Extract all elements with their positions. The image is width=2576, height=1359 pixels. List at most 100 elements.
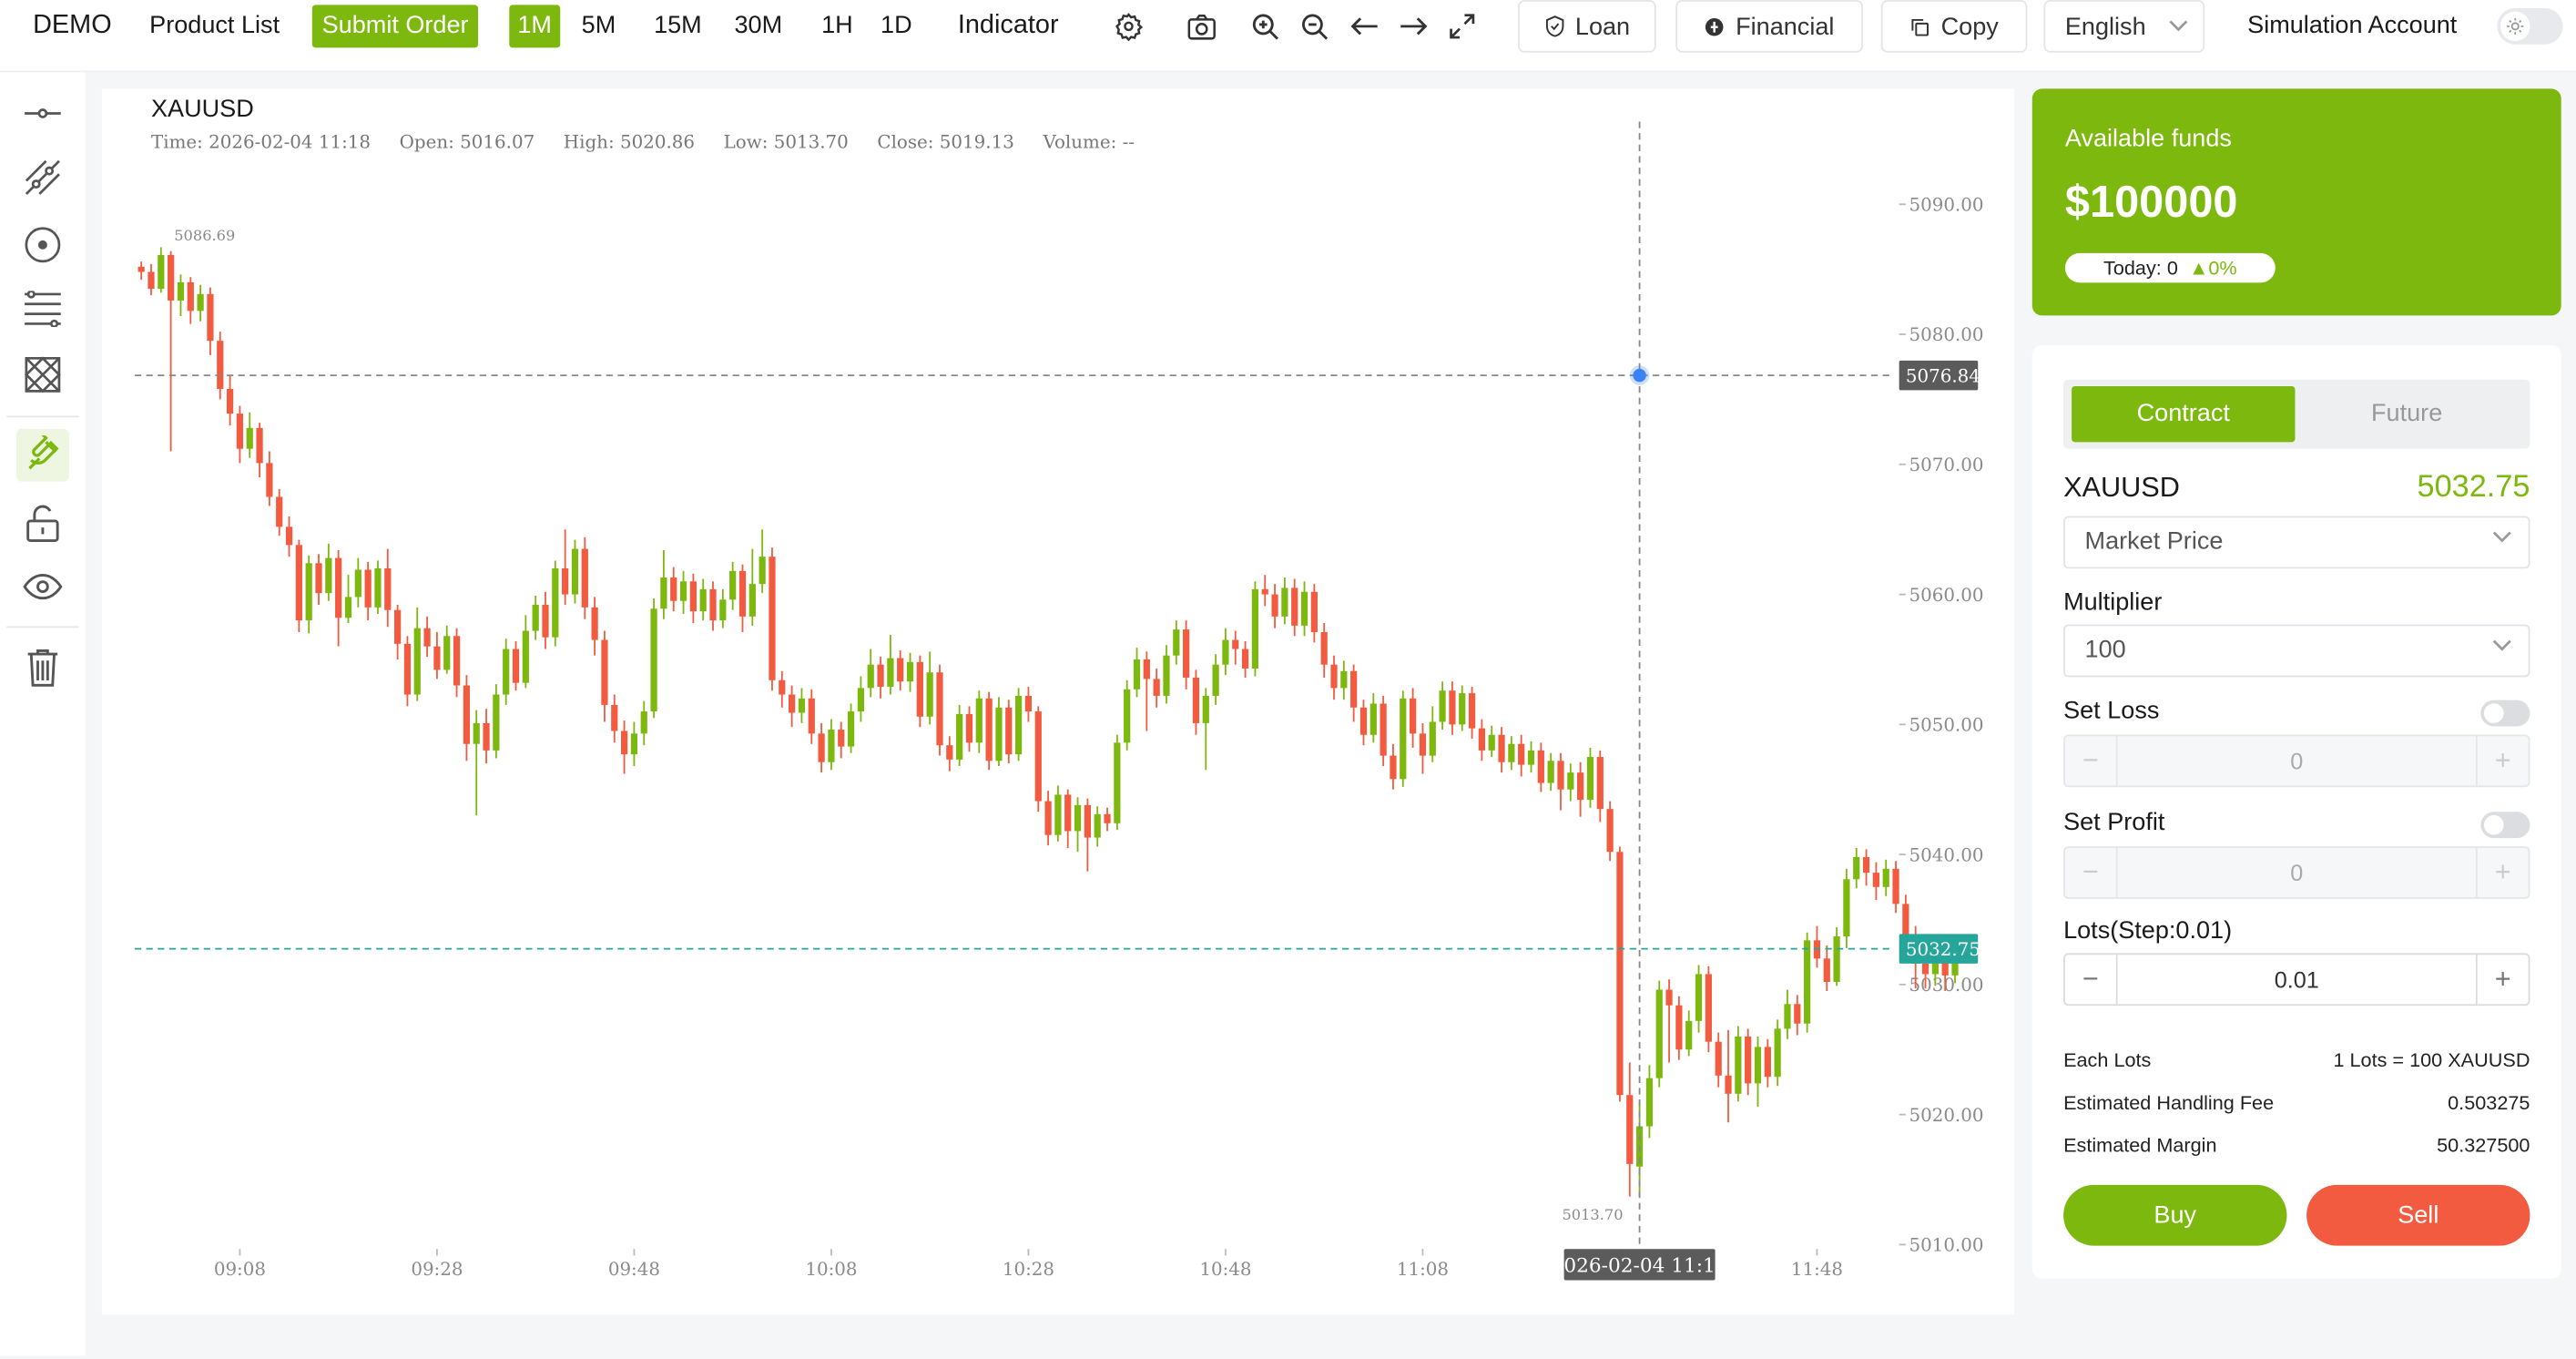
candle-body [562,568,569,595]
multiplier-select[interactable]: 100 [2063,624,2530,678]
lots-label: Lots(Step:0.01) [2063,916,2233,945]
candle-body [453,636,461,686]
y-tick-label: 5040.00 [1909,844,1983,865]
fullscreen-icon[interactable] [1446,10,1479,43]
candle-body [1114,742,1121,823]
set-profit-plus[interactable]: + [2475,847,2529,898]
timeframe-15m[interactable]: 15M [654,11,702,40]
candle-body [1212,664,1219,696]
y-tick-label: 5060.00 [1909,585,1983,606]
set-loss-plus[interactable]: + [2475,736,2529,786]
candle-body [1794,1004,1801,1024]
chevron-down-icon [2169,20,2188,32]
chart-panel[interactable]: 5090.00 5080.00 5070.00 5060.00 5050.00 5040.… [101,88,2014,1315]
magnet-icon[interactable] [16,428,69,482]
eye-icon[interactable] [16,560,69,613]
set-loss-minus[interactable]: − [2065,736,2118,786]
copy-button[interactable]: Copy [1880,0,2028,53]
candlestick-chart[interactable]: 5090.00 5080.00 5070.00 5060.00 5050.00 5040.… [102,88,2014,1314]
candle-body [483,722,490,751]
y-tick-label: 5010.00 [1909,1235,1983,1256]
set-profit-toggle[interactable] [2480,812,2530,839]
set-loss-toggle[interactable] [2480,700,2530,727]
loan-button[interactable]: Loan [1518,0,1656,53]
last-price-label: 5032.75 [1906,939,1980,960]
language-select[interactable]: English [2043,0,2205,53]
candle-body [552,568,559,638]
candle-body [158,254,165,290]
y-tick-label: 5090.00 [1909,194,1983,215]
set-loss-input[interactable]: 0 [2290,747,2304,774]
set-profit-stepper: − 0 + [2063,846,2530,899]
candle-body [1291,588,1298,626]
candle-body [1715,1041,1722,1076]
account-label[interactable]: Simulation Account [2247,11,2458,40]
arrow-left-icon[interactable] [1347,10,1380,43]
timeframe-1m[interactable]: 1M [509,5,560,48]
submit-order-button[interactable]: Submit Order [311,5,479,48]
timeframe-1d[interactable]: 1D [881,11,912,40]
candle-body [1419,733,1427,756]
ohlc-time: Time: 2026-02-04 11:18 [150,131,372,153]
timeframe-30m[interactable]: 30M [734,11,783,40]
zoom-in-icon[interactable] [1248,10,1281,43]
trash-icon[interactable] [16,641,69,694]
indicator-button[interactable]: Indicator [957,11,1059,40]
candle-body [148,271,155,290]
camera-icon[interactable] [1185,10,1217,43]
lock-icon[interactable] [16,496,69,549]
lots-plus[interactable]: + [2475,955,2529,1005]
candle-body [789,694,796,713]
circle-point-icon[interactable] [16,219,69,271]
candle-body [1222,639,1229,665]
candle-body [946,745,953,760]
timeframe-1h[interactable]: 1H [821,11,853,40]
candle-body [906,661,914,682]
min-price-label: 5013.70 [1562,1206,1623,1223]
candle-body [808,698,815,734]
candle-body [512,649,520,683]
lots-input[interactable]: 0.01 [2274,966,2319,993]
candle-body [660,577,667,609]
set-profit-input[interactable]: 0 [2290,859,2304,886]
lots-minus[interactable]: − [2065,955,2118,1005]
order-type-select[interactable]: Market Price [2063,516,2530,569]
handling-fee-row: Estimated Handling Fee 0.503275 [2063,1091,2530,1114]
candle-body [1449,690,1456,725]
set-loss-stepper: − 0 + [2063,734,2530,788]
order-symbol: XAUUSD [2063,471,2180,504]
zoom-out-icon[interactable] [1298,10,1330,43]
shield-icon [1545,15,1564,37]
candle-body [1320,631,1328,665]
candle-body [828,730,835,762]
copy-label: Copy [1940,12,1999,41]
product-list-link[interactable]: Product List [149,11,280,40]
timeframe-5m[interactable]: 5M [581,11,616,40]
financial-button[interactable]: Financial [1675,0,1863,53]
tab-contract[interactable]: Contract [2072,385,2296,443]
set-profit-minus[interactable]: − [2065,847,2118,898]
lots-stepper: − 0.01 + [2063,953,2530,1006]
buy-button[interactable]: Buy [2063,1184,2287,1246]
candle-body [1872,873,1880,887]
candle-body [956,713,963,760]
gear-icon[interactable] [1112,10,1145,43]
tab-future[interactable]: Future [2371,399,2443,428]
x-tick-label: 10:08 [805,1259,857,1280]
arrow-right-icon[interactable] [1397,10,1430,43]
fib-lines-icon[interactable] [16,282,69,335]
trend-lines-icon[interactable] [16,151,69,204]
set-profit-label: Set Profit [2063,808,2165,837]
candle-body [1557,761,1564,790]
pattern-icon[interactable] [16,348,69,401]
candle-body [897,658,904,682]
candle-body [857,688,865,712]
theme-toggle[interactable] [2497,8,2563,45]
sell-button[interactable]: Sell [2306,1184,2530,1246]
candle-body [187,281,194,312]
candle-body [1104,813,1111,823]
candle-body [325,557,332,594]
candle-body [246,427,253,449]
horizontal-line-icon[interactable] [16,87,69,140]
x-tick-label: 09:08 [214,1259,266,1280]
